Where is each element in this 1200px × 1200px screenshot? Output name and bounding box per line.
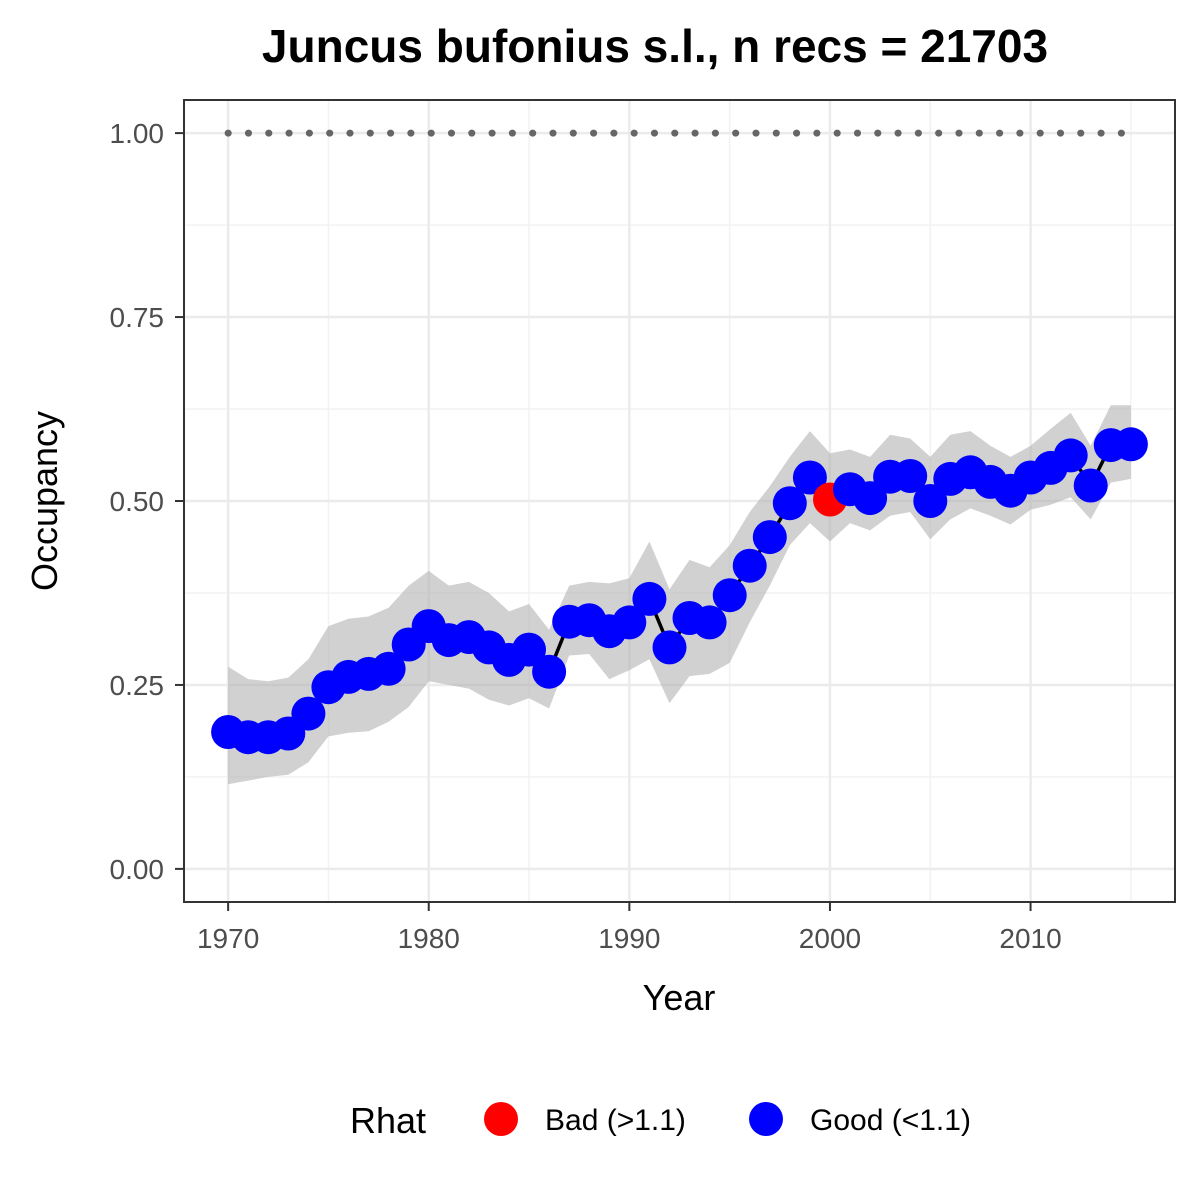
x-axis-title: Year xyxy=(643,977,716,1018)
data-point-good-rhat xyxy=(532,654,567,689)
data-point-good-rhat xyxy=(512,632,546,667)
data-point-good-rhat xyxy=(612,605,647,640)
y-tick-label: 0.75 xyxy=(110,302,165,333)
x-tick-label: 2010 xyxy=(999,923,1061,954)
data-point-good-rhat xyxy=(692,605,727,640)
y-tick-label: 0.50 xyxy=(110,486,165,517)
y-tick-label: 0.25 xyxy=(110,670,165,701)
confidence-ribbon xyxy=(228,405,1131,785)
data-point-good-rhat xyxy=(792,460,827,495)
data-point-good-rhat xyxy=(893,459,928,493)
y-tick-label: 1.00 xyxy=(110,118,165,149)
chart-title: Juncus bufonius s.l., n recs = 21703 xyxy=(262,20,1048,72)
legend-label-good: Good (<1.1) xyxy=(810,1104,971,1137)
data-point-good-rhat xyxy=(772,486,807,521)
data-points-layer xyxy=(211,427,1148,755)
data-point-good-rhat xyxy=(1073,468,1108,503)
x-tick-label: 1980 xyxy=(398,923,460,954)
x-tick-label: 1990 xyxy=(598,923,660,954)
x-tick-label: 1970 xyxy=(197,923,259,954)
legend-key-good xyxy=(749,1102,783,1136)
legend-label-bad: Bad (>1.1) xyxy=(545,1104,686,1137)
x-tick-label: 2000 xyxy=(799,923,861,954)
data-point-good-rhat xyxy=(853,481,888,516)
data-point-good-rhat xyxy=(752,520,787,555)
data-point-good-rhat xyxy=(913,484,948,518)
y-tick-label: 0.00 xyxy=(110,854,165,885)
confidence-ribbon-layer xyxy=(228,405,1131,785)
data-point-good-rhat xyxy=(732,548,767,583)
data-point-good-rhat xyxy=(652,630,687,665)
x-axis: 1970 1980 1990 2000 2010 xyxy=(197,902,1062,954)
data-point-good-rhat xyxy=(712,578,747,613)
data-point-good-rhat xyxy=(1113,427,1148,462)
data-point-good-rhat xyxy=(1053,438,1088,473)
y-axis: 0.00 0.25 0.50 0.75 1.00 xyxy=(110,118,184,885)
legend-title: Rhat xyxy=(350,1100,426,1141)
data-point-good-rhat xyxy=(371,651,406,686)
data-point-good-rhat xyxy=(291,696,326,731)
data-point-good-rhat xyxy=(632,581,667,616)
legend-key-bad xyxy=(484,1102,518,1136)
y-axis-title: Occupancy xyxy=(24,411,65,591)
legend: Rhat Bad (>1.1) Good (<1.1) xyxy=(350,1100,971,1141)
